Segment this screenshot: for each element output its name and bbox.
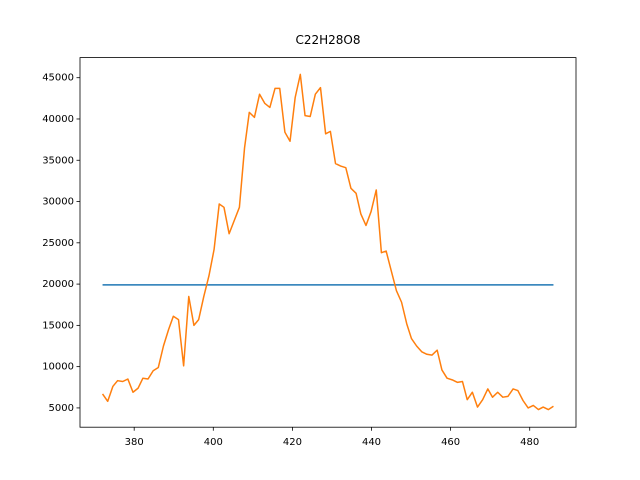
y-tick-label: 10000 xyxy=(42,362,74,373)
y-tick-label: 30000 xyxy=(42,197,74,208)
y-tick-label: 35000 xyxy=(42,155,74,166)
y-tick-label: 5000 xyxy=(49,403,74,414)
x-tick-label: 380 xyxy=(125,437,144,448)
x-tick-label: 480 xyxy=(520,437,539,448)
y-tick-label: 25000 xyxy=(42,238,74,249)
x-tick-label: 400 xyxy=(204,437,223,448)
x-tick-label: 420 xyxy=(283,437,302,448)
x-tick-label: 460 xyxy=(441,437,460,448)
y-tick-label: 40000 xyxy=(42,114,74,125)
y-tick-label: 45000 xyxy=(42,73,74,84)
axes-frame xyxy=(79,57,577,428)
x-tick-label: 440 xyxy=(362,437,381,448)
y-tick-label: 20000 xyxy=(42,279,74,290)
line-series xyxy=(101,73,554,411)
y-tick-label: 15000 xyxy=(42,320,74,331)
chart-title: C22H28O8 xyxy=(295,33,360,47)
